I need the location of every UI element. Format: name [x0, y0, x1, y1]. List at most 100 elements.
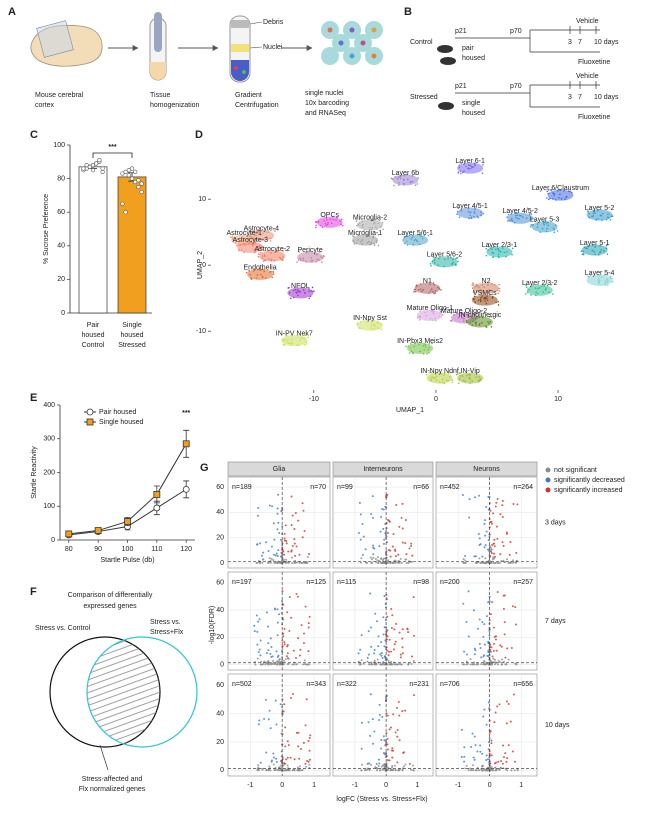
- cell: [542, 220, 545, 223]
- point: [280, 767, 283, 770]
- point: [258, 618, 261, 621]
- cell: [256, 230, 258, 232]
- point: [509, 541, 512, 544]
- cell: [353, 236, 355, 238]
- count-label: n=66: [413, 484, 429, 491]
- point: [275, 650, 278, 653]
- point: [379, 747, 382, 750]
- point: [380, 765, 383, 768]
- cell: [488, 315, 491, 318]
- cell: [239, 241, 242, 244]
- cell: [472, 320, 474, 323]
- cell: [403, 235, 406, 238]
- cell: [530, 223, 532, 226]
- cell: [458, 382, 460, 384]
- cell: [341, 224, 344, 227]
- cell: [525, 284, 527, 286]
- point: [411, 769, 414, 772]
- cell: [315, 221, 318, 224]
- cluster-label: Layer 5-2: [585, 205, 615, 212]
- cell: [457, 373, 459, 375]
- cell: [323, 255, 325, 258]
- point: [395, 503, 398, 506]
- cell: [339, 220, 341, 223]
- point: [265, 541, 268, 544]
- cell: [248, 230, 251, 233]
- cell: [299, 339, 302, 341]
- point: [492, 561, 495, 564]
- point: [492, 642, 495, 645]
- cell: [298, 290, 300, 293]
- cell: [591, 249, 594, 252]
- point: [378, 703, 381, 706]
- point: [291, 561, 294, 564]
- point: [281, 540, 284, 543]
- legend-label: Pair housed: [99, 409, 136, 416]
- cell: [355, 218, 358, 221]
- cell: [373, 327, 376, 330]
- point: [374, 766, 377, 769]
- cell: [467, 207, 470, 210]
- point: [386, 629, 389, 632]
- point: [254, 663, 257, 666]
- housing: housed: [462, 55, 485, 62]
- age: p70: [510, 28, 522, 35]
- cell: [528, 213, 531, 216]
- cell: [603, 250, 605, 252]
- cell: [377, 321, 379, 324]
- cell: [377, 222, 380, 224]
- point: [287, 550, 290, 553]
- cell: [603, 274, 606, 276]
- cell: [429, 283, 431, 286]
- point: [301, 536, 304, 539]
- cell: [241, 236, 243, 238]
- cell: [357, 239, 359, 241]
- cell: [609, 276, 612, 279]
- point: [390, 660, 393, 663]
- point: [407, 561, 410, 564]
- point: [375, 620, 378, 623]
- x-tick-label: -1: [247, 782, 253, 789]
- point: [285, 558, 288, 561]
- point: [270, 557, 273, 560]
- cell: [256, 231, 259, 234]
- cell: [451, 258, 454, 261]
- point: [493, 545, 496, 548]
- cell: [547, 224, 550, 227]
- cell: [478, 316, 481, 319]
- cell: [597, 281, 600, 283]
- cell: [406, 240, 408, 243]
- point: [486, 758, 489, 761]
- cell: [308, 297, 311, 300]
- cell: [544, 288, 547, 291]
- cell: [518, 214, 521, 217]
- point: [505, 532, 508, 535]
- cell: [593, 210, 596, 213]
- point: [501, 762, 504, 765]
- point: [379, 561, 382, 564]
- cell: [378, 327, 380, 330]
- cell: [403, 178, 405, 181]
- cell: [238, 242, 240, 245]
- cell: [305, 341, 307, 343]
- point: [279, 703, 282, 706]
- cell: [506, 251, 508, 253]
- cell: [432, 256, 435, 258]
- cell: [491, 297, 494, 299]
- point: [298, 765, 301, 768]
- marker: [182, 485, 190, 493]
- cell: [362, 223, 364, 226]
- cell: [595, 218, 597, 221]
- cell: [455, 257, 457, 260]
- cluster-label: Astrocyte-2: [255, 246, 291, 253]
- point: [305, 698, 308, 701]
- x-tick-label: 0: [488, 782, 492, 789]
- point: [267, 550, 270, 553]
- cell: [471, 380, 473, 382]
- point: [514, 606, 517, 609]
- venn-caption: Stress-affected and: [82, 776, 143, 783]
- point: [396, 735, 399, 738]
- cell: [357, 224, 360, 226]
- legend-marker: [545, 477, 551, 483]
- cluster: [356, 219, 383, 231]
